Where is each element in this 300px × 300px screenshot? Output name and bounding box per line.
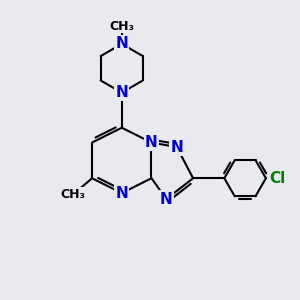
Text: CH₃: CH₃ xyxy=(60,188,85,201)
Text: N: N xyxy=(145,135,158,150)
Text: N: N xyxy=(116,36,128,51)
Text: N: N xyxy=(160,191,173,206)
Text: N: N xyxy=(116,85,128,100)
Text: CH₃: CH₃ xyxy=(109,20,134,33)
Text: Cl: Cl xyxy=(269,171,286,186)
Text: N: N xyxy=(116,186,128,201)
Text: N: N xyxy=(170,140,183,154)
